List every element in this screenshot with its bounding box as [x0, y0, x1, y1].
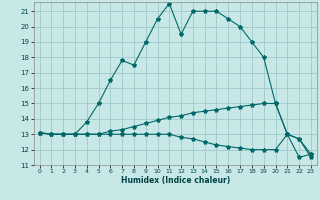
X-axis label: Humidex (Indice chaleur): Humidex (Indice chaleur): [121, 176, 230, 185]
